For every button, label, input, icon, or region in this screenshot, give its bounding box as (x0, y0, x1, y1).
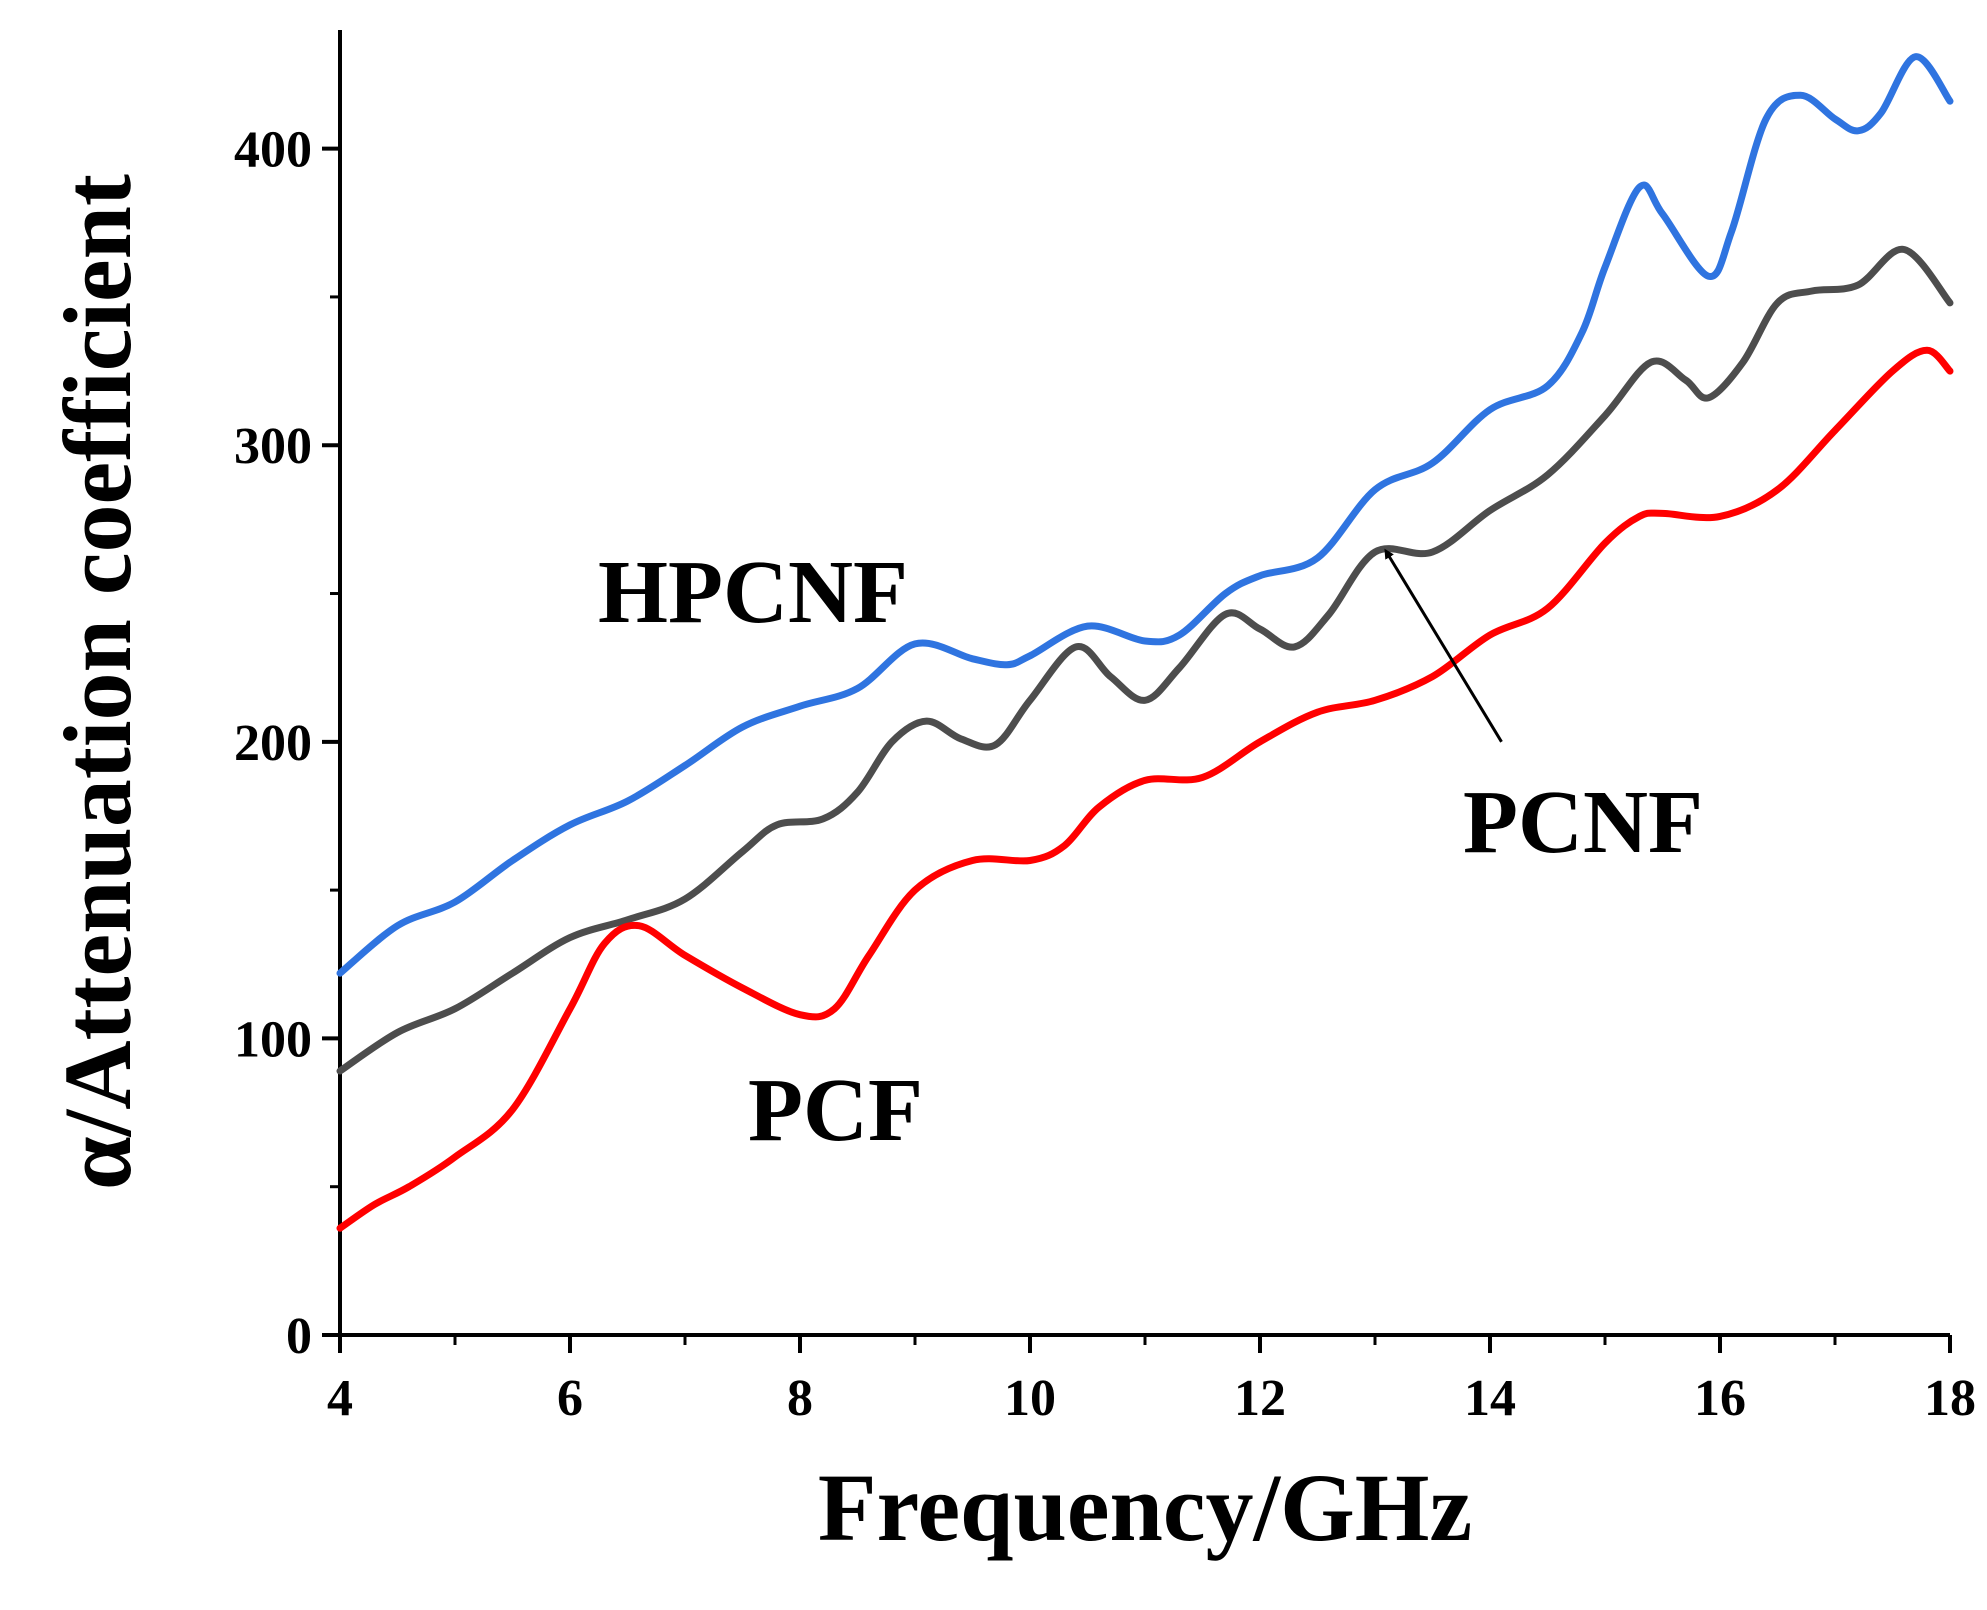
x-tick-label: 12 (1234, 1370, 1286, 1427)
y-tick-label: 100 (234, 1011, 312, 1068)
series-line-pcnf (336, 245, 1954, 1075)
y-tick-label: 400 (234, 122, 312, 179)
series-line-pcf (336, 346, 1954, 1232)
x-tick-label: 18 (1924, 1370, 1976, 1427)
y-tick-label: 300 (234, 418, 312, 475)
series-label-pcf: PCF (748, 1061, 923, 1160)
plot-area: 4 6 8 10 12 14 16 18 0 100 200 300 400 (234, 30, 1976, 1427)
x-tick-label: 16 (1694, 1370, 1746, 1427)
x-tick-label: 10 (1004, 1370, 1056, 1427)
x-tick-label: 8 (787, 1370, 813, 1427)
x-tick-label: 4 (327, 1370, 353, 1427)
series-lines (336, 53, 1954, 1232)
annotation-arrow (1384, 548, 1503, 743)
arrow-layer (1384, 548, 1503, 743)
x-ticks: 4 6 8 10 12 14 16 18 (327, 1335, 1976, 1427)
y-axis-title: α/Attenuation coefficient (44, 174, 151, 1190)
y-tick-label: 200 (234, 715, 312, 772)
x-tick-label: 6 (557, 1370, 583, 1427)
x-axis-title: Frequency/GHz (818, 1454, 1472, 1561)
series-label-hpcnf: HPCNF (598, 543, 908, 642)
y-tick-label: 0 (286, 1308, 312, 1365)
x-tick-label: 14 (1464, 1370, 1516, 1427)
y-ticks: 0 100 200 300 400 (234, 122, 340, 1365)
series-line-hpcnf (336, 53, 1954, 977)
series-label-pcnf: PCNF (1463, 773, 1703, 872)
